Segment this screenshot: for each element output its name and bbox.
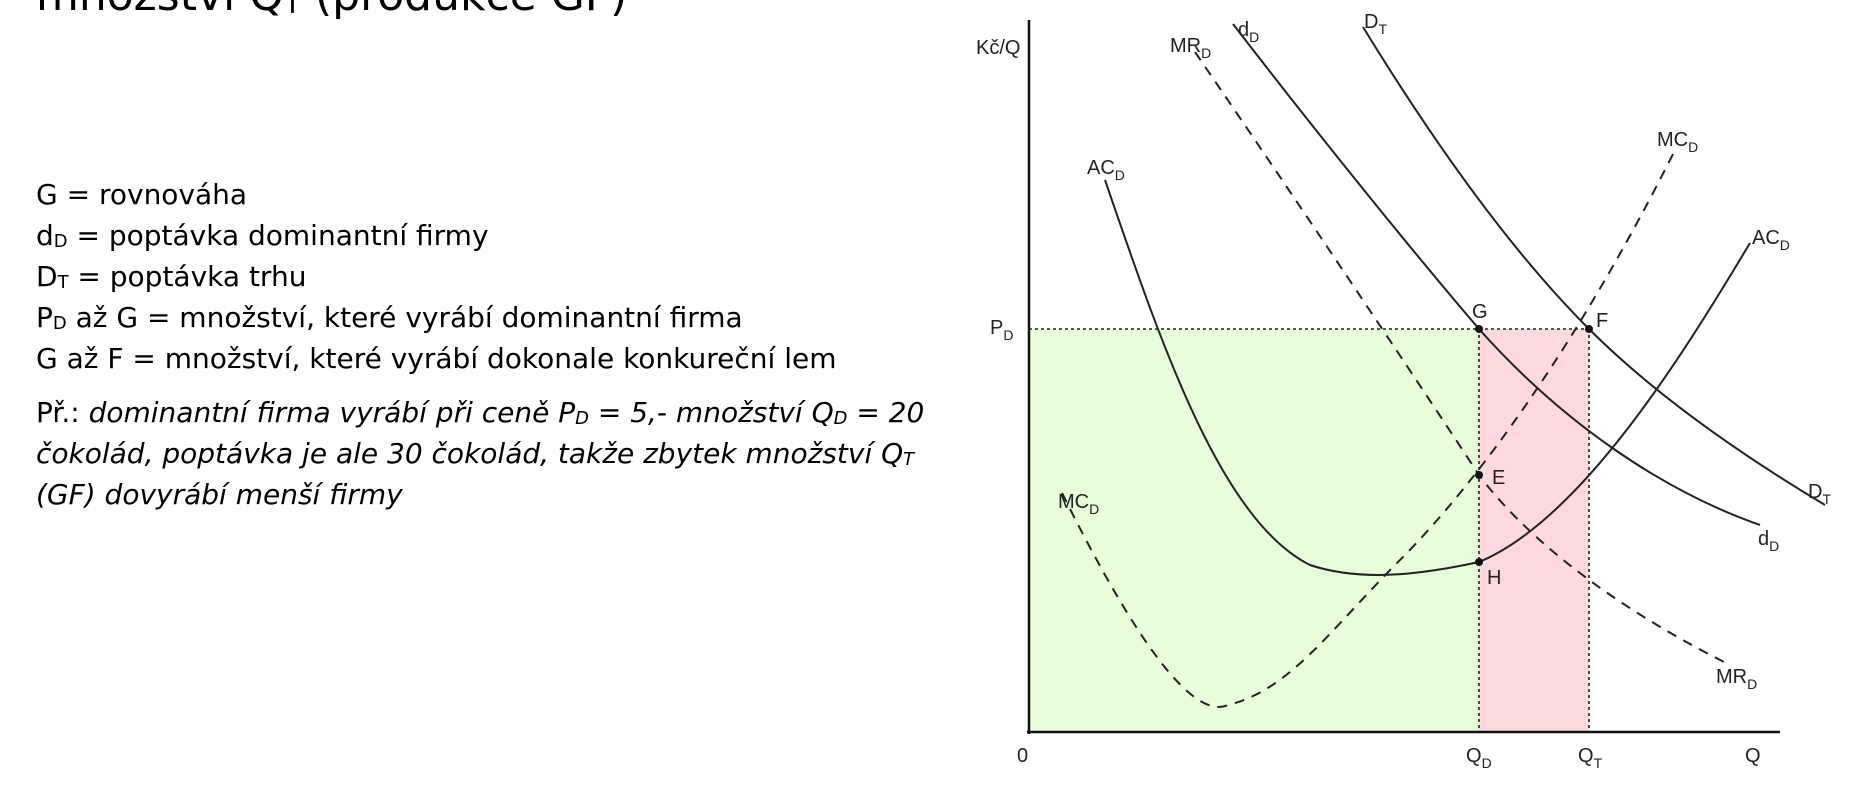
mr-label-bottom: MRD	[1716, 666, 1757, 692]
legend-item-dominant-quantity: PD až G = množství, které vyrábí dominan…	[36, 301, 743, 335]
legend-item-market-demand: DT = poptávka trhu	[36, 260, 307, 294]
ac-label-left: ACD	[1087, 157, 1125, 183]
legend-list: G = rovnováha dD = poptávka dominantní f…	[36, 176, 836, 381]
y-axis-label: Kč/Q	[976, 37, 1020, 59]
mc-curve	[1061, 149, 1676, 708]
example-paragraph: Př.: dominantní firma vyrábí při ceně PD…	[36, 396, 925, 511]
dt-label-right: DT	[1808, 481, 1831, 507]
price-label: PD	[990, 317, 1013, 343]
point-g-label: G	[1472, 301, 1488, 323]
ac-curve	[1104, 179, 1751, 576]
dominant-firm-area	[1029, 329, 1479, 732]
point-h	[1475, 558, 1483, 566]
ac-label-right: ACD	[1752, 227, 1790, 253]
point-g	[1475, 325, 1483, 333]
dd-label-right: dD	[1758, 528, 1779, 554]
legend-item-fringe-quantity: G až F = množství, které vyrábí dokonale…	[36, 342, 837, 375]
qd-label: QD	[1466, 745, 1492, 771]
dd-label-top: dD	[1238, 19, 1259, 45]
mr-curve	[1194, 51, 1731, 666]
legend-item-equilibrium: G = rovnováha	[36, 178, 248, 211]
legend-item-dominant-demand: dD = poptávka dominantní firmy	[36, 219, 489, 253]
point-f	[1585, 325, 1593, 333]
mr-label-top: MRD	[1170, 35, 1211, 61]
point-f-label: F	[1596, 310, 1608, 332]
mc-label-left: MCD	[1058, 491, 1099, 517]
point-e	[1475, 471, 1483, 479]
x-axis-label: Q	[1745, 745, 1761, 767]
qt-label: QT	[1578, 745, 1603, 771]
page-title: množství QT (produkce GF)	[36, 0, 627, 21]
origin-label: 0	[1017, 745, 1028, 767]
dt-label-top: DT	[1364, 11, 1387, 37]
point-e-label: E	[1492, 467, 1505, 489]
mc-label-top: MCD	[1657, 129, 1698, 155]
point-h-label: H	[1487, 567, 1501, 589]
fringe-area	[1479, 329, 1589, 732]
